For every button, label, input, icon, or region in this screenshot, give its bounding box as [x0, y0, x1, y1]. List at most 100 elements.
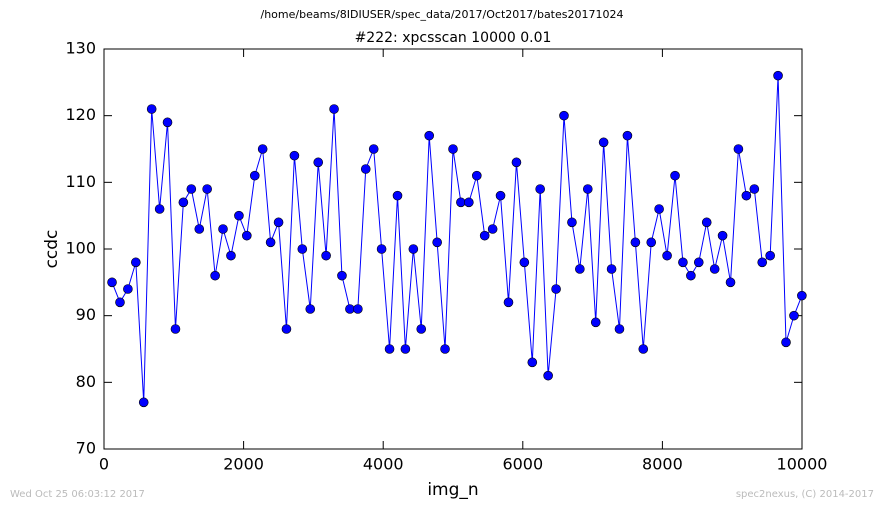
data-point — [582, 184, 593, 194]
data-point — [797, 290, 807, 301]
data-point — [535, 184, 545, 194]
data-point — [765, 250, 775, 261]
data-point — [511, 157, 522, 168]
data-point — [115, 297, 125, 308]
data-point — [154, 204, 165, 214]
y-tick-label: 130 — [65, 39, 96, 58]
data-point — [170, 324, 181, 334]
data-point — [749, 184, 760, 194]
data-point — [733, 144, 744, 154]
data-point — [384, 344, 395, 354]
data-point — [686, 270, 696, 281]
data-point — [424, 130, 434, 141]
data-point — [218, 224, 228, 234]
y-tick-label: 90 — [76, 305, 96, 324]
data-point — [376, 244, 387, 254]
data-point — [408, 244, 419, 254]
plot-frame — [103, 48, 803, 450]
data-point — [289, 150, 300, 161]
data-point — [543, 370, 553, 381]
data-point — [495, 190, 506, 201]
data-point — [551, 284, 561, 294]
data-point — [606, 264, 617, 274]
data-point — [265, 237, 276, 248]
y-tick-label: 70 — [76, 439, 96, 458]
data-point — [614, 324, 625, 334]
x-tick-label: 8000 — [642, 455, 683, 474]
data-point — [789, 310, 799, 321]
x-tick-label: 2000 — [223, 455, 264, 474]
data-point — [202, 184, 212, 194]
x-tick-label: 4000 — [363, 455, 404, 474]
data-point — [701, 217, 712, 228]
data-point — [353, 304, 363, 314]
data-point — [194, 224, 205, 234]
data-point — [519, 257, 530, 268]
data-point — [622, 130, 633, 141]
data-point — [178, 197, 189, 208]
chart-title: #222: xpcsscan 10000 0.01 — [355, 30, 552, 46]
data-point — [717, 230, 728, 241]
data-point — [107, 277, 117, 288]
y-tick-label: 120 — [65, 105, 96, 124]
footer-left: Wed Oct 25 06:03:12 2017 — [10, 489, 145, 500]
x-tick-label: 10000 — [777, 455, 828, 474]
data-point — [472, 170, 482, 181]
data-point — [368, 144, 379, 154]
data-point — [448, 144, 458, 154]
data-point — [678, 257, 688, 268]
data-point — [345, 304, 355, 314]
x-axis-label: img_n — [427, 480, 478, 500]
y-tick-label: 100 — [65, 239, 96, 258]
data-point — [725, 277, 736, 288]
y-tick-label: 80 — [76, 372, 96, 391]
data-point — [503, 297, 514, 308]
data-point — [590, 317, 601, 328]
data-point — [527, 357, 538, 368]
data-point — [329, 104, 339, 114]
data-point — [146, 104, 157, 114]
data-point — [464, 197, 474, 208]
data-point — [662, 250, 672, 261]
data-point — [709, 264, 720, 274]
data-point — [138, 397, 149, 408]
x-tick-label: 0 — [99, 455, 109, 474]
y-tick-label: 110 — [65, 172, 96, 191]
data-point — [646, 237, 657, 248]
data-point — [226, 250, 236, 261]
data-point — [313, 157, 324, 168]
data-point — [781, 337, 791, 348]
data-point — [186, 184, 197, 194]
data-point — [297, 244, 308, 254]
data-point — [131, 257, 141, 268]
data-point — [567, 217, 577, 228]
data-point — [321, 250, 331, 261]
data-point — [234, 210, 244, 221]
data-point — [337, 270, 347, 281]
footer-right: spec2nexus, (C) 2014-2017 — [736, 489, 874, 500]
data-point — [487, 224, 498, 234]
data-point — [210, 270, 220, 281]
data-point — [575, 264, 585, 274]
data-point — [400, 344, 411, 354]
data-point — [741, 190, 752, 201]
data-point — [162, 117, 173, 128]
data-point — [432, 237, 442, 248]
data-point — [360, 164, 371, 174]
data-point — [654, 204, 664, 214]
data-point — [630, 237, 641, 248]
data-point — [456, 197, 466, 208]
data-point — [670, 170, 680, 181]
data-point — [693, 257, 704, 268]
data-point — [440, 344, 450, 354]
data-point — [249, 170, 260, 181]
x-tick-label: 6000 — [502, 455, 543, 474]
data-point — [479, 230, 490, 241]
data-point — [242, 230, 252, 241]
suptitle: /home/beams/8IDIUSER/spec_data/2017/Oct2… — [261, 8, 624, 21]
data-point — [773, 70, 783, 81]
data-point — [257, 144, 268, 154]
data-point — [392, 190, 403, 201]
y-axis-label: ccdc — [42, 230, 62, 269]
